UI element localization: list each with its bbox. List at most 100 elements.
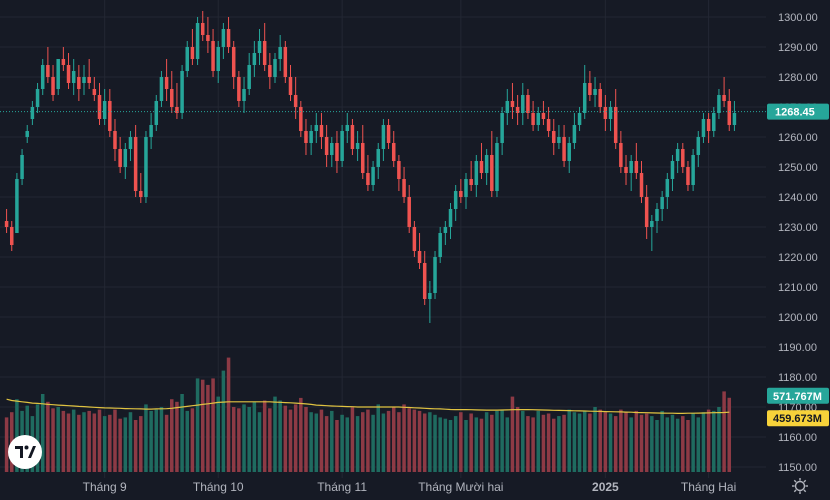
candle-body xyxy=(515,107,520,113)
price-tick-label: 1250.00 xyxy=(778,162,818,174)
volume-bar xyxy=(144,404,148,472)
logo-mark-t xyxy=(15,446,23,458)
candle-body xyxy=(309,131,313,143)
candle-body xyxy=(113,131,117,149)
candle-body xyxy=(20,155,24,179)
candle-body xyxy=(701,119,706,137)
price-tick-label: 1200.00 xyxy=(778,312,818,324)
price-tick-label: 1230.00 xyxy=(778,222,818,234)
volume-bars xyxy=(4,357,732,472)
candle-body xyxy=(459,191,463,197)
tradingview-logo[interactable] xyxy=(8,435,42,469)
settings-gear-icon[interactable] xyxy=(792,478,808,494)
candle-body xyxy=(345,125,350,131)
candle-body xyxy=(639,173,644,197)
candle-body xyxy=(25,131,29,137)
volume-bar xyxy=(572,412,577,472)
volume-bar xyxy=(40,394,45,472)
volume-bar xyxy=(71,409,76,472)
candle-body xyxy=(77,77,81,89)
volume-bar xyxy=(154,409,159,472)
candle-body xyxy=(268,65,272,77)
volume-bar xyxy=(577,413,582,472)
volume-badge xyxy=(767,410,829,427)
volume-bar xyxy=(701,412,706,472)
candle-body xyxy=(582,83,587,113)
candle-body xyxy=(252,53,257,65)
volume-bar xyxy=(113,409,117,472)
volume-bar xyxy=(82,412,86,472)
gear-icon xyxy=(794,480,806,492)
volume-bar xyxy=(386,410,391,472)
volume-bar xyxy=(675,418,680,472)
candle-body xyxy=(675,149,680,161)
price-tick-label: 1190.00 xyxy=(778,342,817,354)
candle-body xyxy=(71,71,76,83)
candle-body xyxy=(567,143,571,161)
volume-bar xyxy=(712,410,716,472)
candle-body xyxy=(46,65,50,77)
candle-body xyxy=(644,197,649,227)
price-tick-label: 1150.00 xyxy=(778,462,817,474)
volume-bar xyxy=(304,407,308,472)
time-tick-label: Tháng Mười hai xyxy=(418,480,503,494)
volume-bar xyxy=(474,417,479,472)
volume-bar xyxy=(314,413,319,472)
volume-bar xyxy=(722,391,726,472)
candle-body xyxy=(650,221,654,227)
candle-body xyxy=(108,101,112,131)
volume-badge-label: 459.673M xyxy=(773,413,822,425)
candle-body xyxy=(257,41,262,53)
candle-body xyxy=(314,125,319,131)
candle-body xyxy=(164,77,169,89)
candle-body xyxy=(696,137,701,155)
candle-body xyxy=(469,179,473,185)
price-tick-label: 1300.00 xyxy=(778,12,818,24)
time-tick-label: Tháng Hai xyxy=(681,480,736,494)
candle-body xyxy=(324,137,329,155)
volume-bar xyxy=(443,418,448,472)
volume-bar xyxy=(262,400,267,472)
candle-body xyxy=(722,95,726,101)
price-tick-label: 1220.00 xyxy=(778,252,818,264)
volume-bar xyxy=(149,410,153,472)
candle-body xyxy=(727,101,732,125)
candle-body xyxy=(139,191,143,197)
candle-body xyxy=(598,89,602,107)
volume-bar xyxy=(66,413,71,472)
candle-body xyxy=(288,77,293,95)
candle-body xyxy=(149,125,153,137)
candle-body xyxy=(417,251,422,263)
volume-bar xyxy=(412,409,417,472)
volume-bar xyxy=(170,399,174,472)
logo-circle xyxy=(8,435,42,469)
candle-body xyxy=(4,221,9,227)
candle-body xyxy=(159,77,164,101)
price-tick-label: 1160.00 xyxy=(778,432,817,444)
candle-body xyxy=(391,143,396,161)
time-tick-label: Tháng 10 xyxy=(193,480,244,494)
time-tick-label: 2025 xyxy=(592,480,619,494)
volume-bar xyxy=(268,408,272,472)
volume-bar xyxy=(366,409,370,472)
price-tick-label: 1290.00 xyxy=(778,42,818,54)
candle-body xyxy=(376,149,380,167)
volume-bar xyxy=(283,405,288,472)
volume-bar xyxy=(77,414,81,472)
volume-bar xyxy=(464,420,468,472)
volume-bar xyxy=(536,410,541,472)
candle-body xyxy=(712,113,716,131)
candle-body xyxy=(355,143,360,149)
candle-body xyxy=(500,113,504,143)
volume-bar xyxy=(97,409,102,472)
candle-body xyxy=(670,161,675,179)
volume-bar xyxy=(484,412,489,472)
volume-bar xyxy=(87,410,91,472)
volume-moving-average-line xyxy=(6,398,730,414)
candle-body xyxy=(557,137,561,143)
volume-bar xyxy=(665,417,670,472)
volume-bar xyxy=(51,408,55,472)
candle-body xyxy=(231,47,236,77)
candle-body xyxy=(9,227,14,245)
